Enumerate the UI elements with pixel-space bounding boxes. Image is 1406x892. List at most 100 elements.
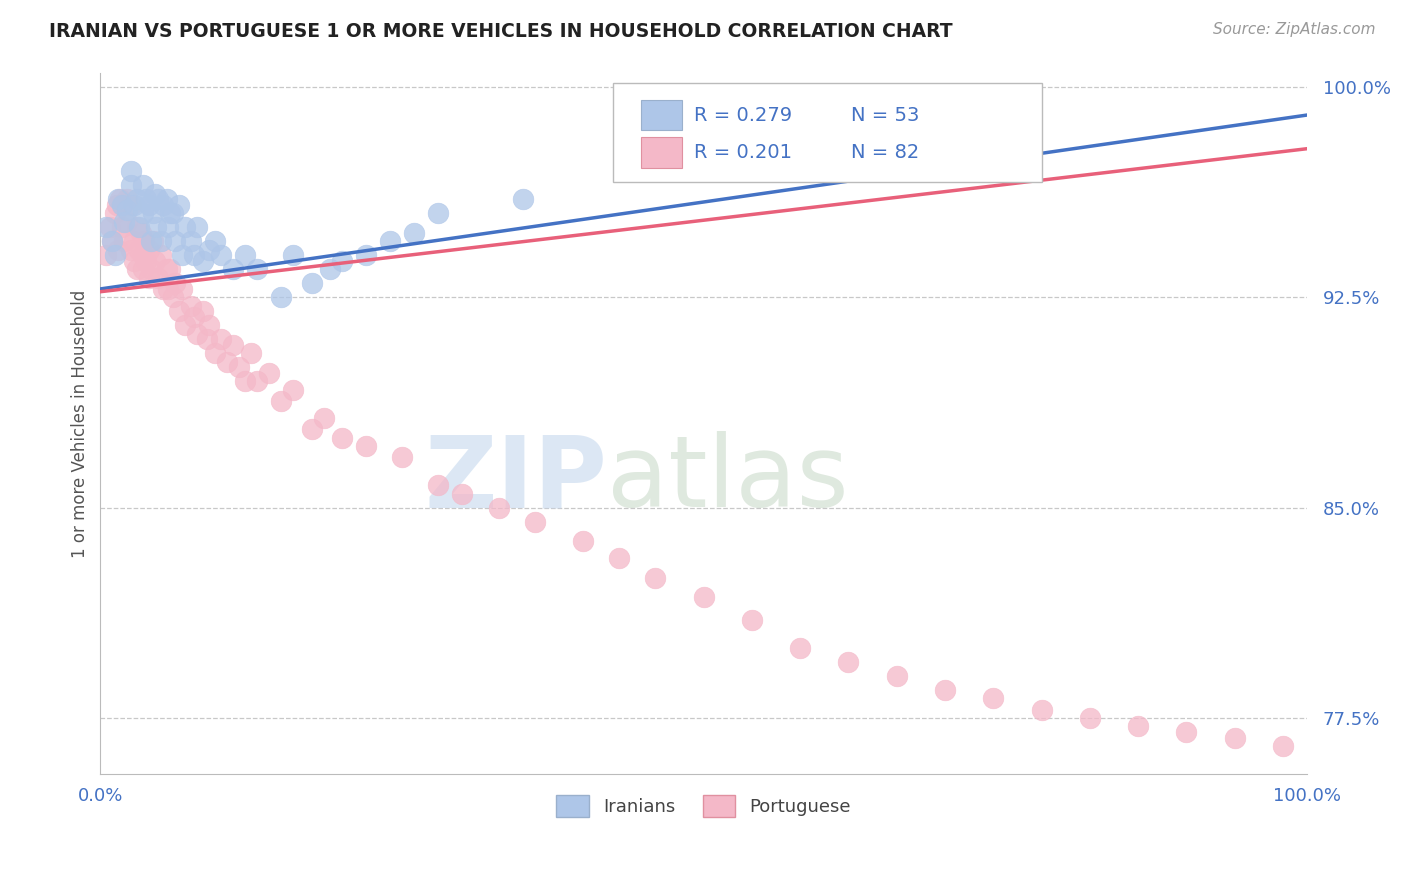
Point <box>354 439 377 453</box>
FancyBboxPatch shape <box>613 84 1042 182</box>
Point <box>135 192 157 206</box>
Point <box>156 282 179 296</box>
Text: N = 53: N = 53 <box>851 105 920 125</box>
Point <box>120 178 142 193</box>
Point <box>981 691 1004 706</box>
Point <box>741 613 763 627</box>
Point <box>240 346 263 360</box>
Point <box>934 683 956 698</box>
Point <box>172 282 194 296</box>
Point <box>152 282 174 296</box>
Point <box>172 248 194 262</box>
Point <box>191 304 214 318</box>
Point <box>143 186 166 201</box>
Point <box>115 192 138 206</box>
Point <box>270 290 292 304</box>
Point <box>886 669 908 683</box>
Point <box>125 192 148 206</box>
Point <box>122 253 145 268</box>
Text: R = 0.279: R = 0.279 <box>695 105 792 125</box>
Point <box>115 214 138 228</box>
Point <box>354 248 377 262</box>
Point <box>692 164 714 178</box>
Point <box>451 486 474 500</box>
Point <box>159 262 181 277</box>
Point <box>128 243 150 257</box>
Point <box>183 310 205 324</box>
Point <box>122 198 145 212</box>
Point <box>107 192 129 206</box>
Point <box>101 234 124 248</box>
Legend: Iranians, Portuguese: Iranians, Portuguese <box>550 789 858 825</box>
FancyBboxPatch shape <box>641 100 682 130</box>
Point <box>173 220 195 235</box>
Point <box>114 214 136 228</box>
Point <box>215 355 238 369</box>
Point <box>98 220 121 235</box>
Point <box>523 515 546 529</box>
Text: atlas: atlas <box>607 431 849 528</box>
Point <box>204 346 226 360</box>
Point <box>512 192 534 206</box>
Point <box>139 234 162 248</box>
Point <box>159 206 181 220</box>
Point <box>191 253 214 268</box>
Text: N = 82: N = 82 <box>851 143 920 161</box>
Point <box>107 243 129 257</box>
Point <box>111 220 134 235</box>
Point <box>156 262 179 277</box>
Point <box>233 248 256 262</box>
Point <box>120 243 142 257</box>
Text: ZIP: ZIP <box>425 431 607 528</box>
Point <box>125 220 148 235</box>
Point <box>149 234 172 248</box>
Point <box>283 383 305 397</box>
Point <box>114 234 136 248</box>
Point <box>173 318 195 333</box>
Point <box>246 375 269 389</box>
Point <box>125 262 148 277</box>
Point <box>167 304 190 318</box>
Point <box>222 338 245 352</box>
Point <box>837 655 859 669</box>
Point <box>427 478 450 492</box>
Point <box>209 248 232 262</box>
FancyBboxPatch shape <box>641 136 682 168</box>
Point <box>131 226 153 240</box>
Point <box>198 243 221 257</box>
Point <box>131 248 153 262</box>
Point <box>139 262 162 277</box>
Point <box>115 203 138 218</box>
Point <box>404 226 426 240</box>
Point <box>149 248 172 262</box>
Point <box>198 318 221 333</box>
Point <box>183 248 205 262</box>
Point <box>101 234 124 248</box>
Point <box>378 234 401 248</box>
Point <box>204 234 226 248</box>
Point <box>644 571 666 585</box>
Point <box>607 551 630 566</box>
Point <box>148 192 170 206</box>
Text: Source: ZipAtlas.com: Source: ZipAtlas.com <box>1212 22 1375 37</box>
Point <box>145 220 167 235</box>
Point <box>270 394 292 409</box>
Point <box>143 253 166 268</box>
Point <box>138 270 160 285</box>
Point <box>120 164 142 178</box>
Point <box>330 431 353 445</box>
Point <box>162 206 184 220</box>
Point <box>246 262 269 277</box>
Point <box>142 234 165 248</box>
Point <box>180 234 202 248</box>
Point <box>104 248 127 262</box>
Point <box>131 178 153 193</box>
Point <box>156 192 179 206</box>
Point <box>283 248 305 262</box>
Point <box>111 198 134 212</box>
Point <box>104 206 127 220</box>
Point <box>427 206 450 220</box>
Point <box>162 290 184 304</box>
Point <box>910 122 932 136</box>
Point <box>128 220 150 235</box>
